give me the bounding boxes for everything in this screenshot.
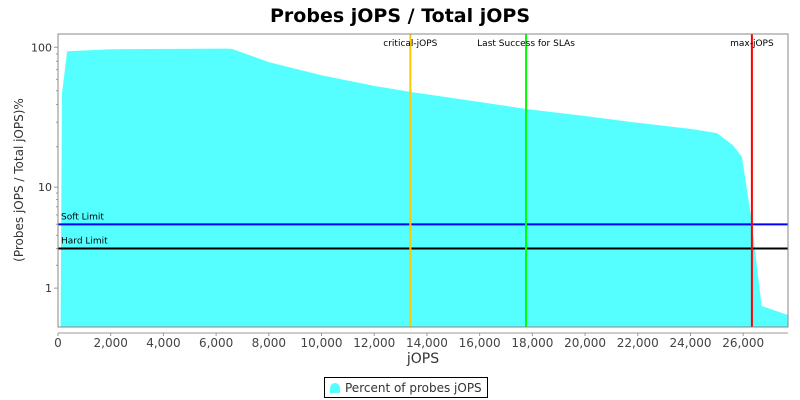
x-tick-label: 22,000 (617, 336, 659, 350)
x-tick-label: 24,000 (669, 336, 711, 350)
vertical-marker-label: Last Success for SLAs (477, 39, 575, 49)
x-tick-label: 18,000 (511, 336, 553, 350)
chart-title: Probes jOPS / Total jOPS (270, 5, 530, 27)
plot-area: Soft Limit Hard Limit critical-jOPS Last Su… (31, 33, 789, 350)
x-tick-label: 14,000 (406, 336, 448, 350)
x-tick-label: 20,000 (564, 336, 606, 350)
x-tick-label: 26,000 (722, 336, 764, 350)
series-area-0 (60, 48, 789, 327)
legend-swatch (330, 382, 340, 393)
x-tick-label: 2,000 (94, 336, 128, 350)
y-tick-label: 10 (38, 181, 52, 194)
x-tick-label: 0 (54, 336, 62, 350)
x-tick-label: 10,000 (301, 336, 343, 350)
horizontal-marker-label: Soft Limit (61, 212, 104, 222)
x-axis-label: jOPS (406, 351, 439, 367)
legend-label: Percent of probes jOPS (345, 380, 482, 395)
vertical-marker-label: critical-jOPS (383, 39, 437, 49)
vertical-marker-label: max-jOPS (730, 39, 774, 49)
y-tick-label: 100 (31, 41, 52, 54)
legend: Percent of probes jOPS (324, 377, 488, 398)
x-tick-label: 16,000 (459, 336, 501, 350)
horizontal-marker-label: Hard Limit (61, 237, 108, 247)
x-tick-label: 8,000 (252, 336, 286, 350)
x-tick-label: 4,000 (146, 336, 180, 350)
x-tick-label: 6,000 (199, 336, 233, 350)
y-axis-label: (Probes jOPS / Total jOPS)% (12, 98, 26, 262)
y-tick-label: 1 (45, 282, 52, 295)
x-tick-label: 12,000 (353, 336, 395, 350)
plot-frame (57, 33, 789, 328)
